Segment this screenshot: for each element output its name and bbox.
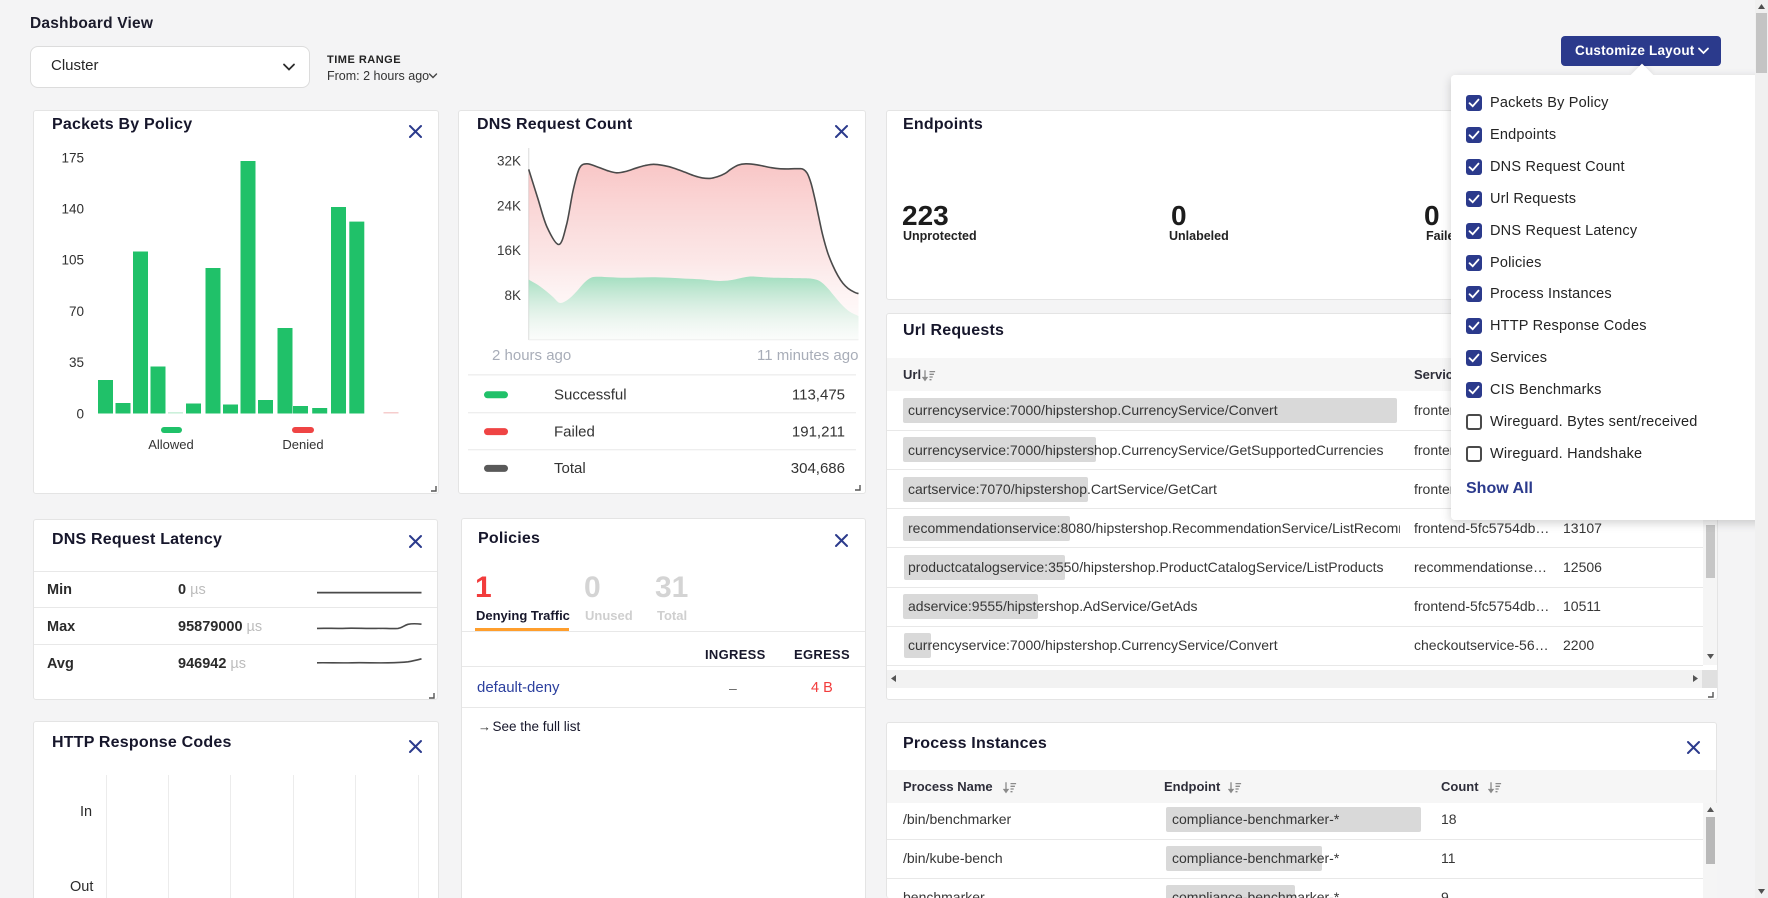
svg-text:24K: 24K	[497, 198, 521, 213]
svg-text:70: 70	[69, 304, 84, 319]
svg-text:Successful: Successful	[554, 387, 627, 404]
svg-text:Denied: Denied	[282, 437, 323, 452]
svg-text:32K: 32K	[497, 153, 521, 168]
svg-text:Failed: Failed	[554, 423, 595, 440]
svg-text:2 hours ago: 2 hours ago	[492, 347, 571, 364]
svg-text:105: 105	[61, 253, 84, 268]
svg-text:191,211: 191,211	[792, 423, 845, 440]
svg-text:113,475: 113,475	[792, 387, 845, 404]
svg-text:140: 140	[61, 202, 84, 217]
svg-text:16K: 16K	[497, 243, 521, 258]
svg-text:Allowed: Allowed	[148, 437, 194, 452]
svg-text:175: 175	[61, 150, 84, 165]
svg-text:Total: Total	[554, 460, 586, 477]
svg-text:8K: 8K	[504, 288, 521, 303]
svg-text:304,686: 304,686	[791, 460, 845, 477]
svg-text:11 minutes ago: 11 minutes ago	[757, 347, 858, 364]
svg-text:35: 35	[69, 355, 84, 370]
svg-text:0: 0	[76, 406, 84, 421]
